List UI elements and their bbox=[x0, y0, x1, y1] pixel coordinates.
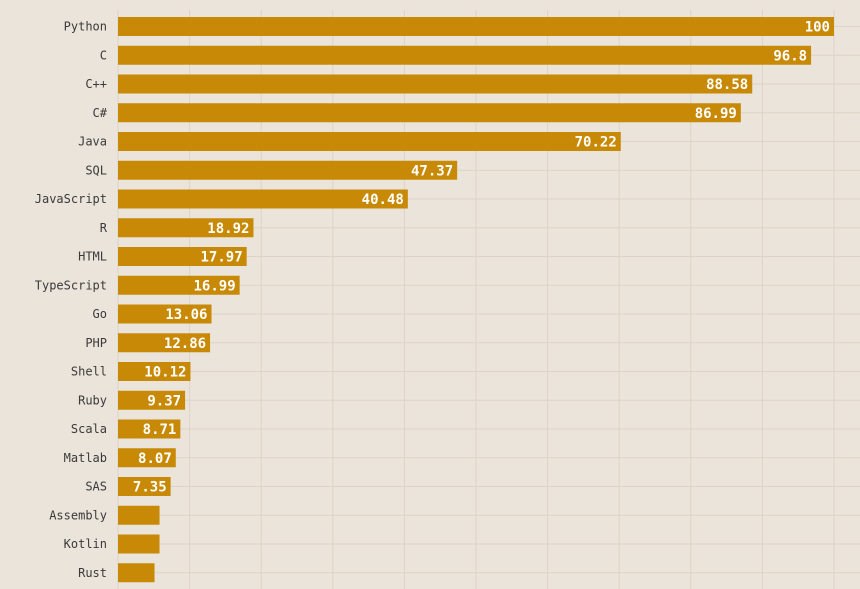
value-label: 18.92 bbox=[207, 221, 249, 237]
category-label: TypeScript bbox=[35, 278, 107, 292]
category-label: SAS bbox=[85, 480, 107, 494]
category-label: Shell bbox=[71, 365, 107, 379]
bar-html bbox=[118, 247, 247, 266]
category-label: C bbox=[100, 48, 107, 62]
value-label: 70.22 bbox=[575, 135, 617, 151]
value-labels: 100 96.8 88.58 86.99 70.22 47.37 40.48 18.92 17.… bbox=[133, 20, 830, 496]
value-label: 88.58 bbox=[706, 77, 748, 93]
bar-c- bbox=[118, 103, 741, 123]
value-label: 8.71 bbox=[143, 422, 177, 438]
category-label: Kotlin bbox=[64, 537, 107, 551]
category-label: Assembly bbox=[49, 508, 107, 522]
bar-assembly bbox=[118, 505, 160, 525]
category-label: C++ bbox=[85, 77, 107, 91]
category-labels: Python C C++ C# Java SQL JavaScript R HTML TypeSc… bbox=[35, 20, 108, 580]
bar-go bbox=[118, 304, 212, 324]
bar-scala bbox=[118, 419, 181, 439]
value-label: 47.37 bbox=[411, 163, 453, 179]
value-label: 16.99 bbox=[193, 278, 235, 294]
value-label: 17.97 bbox=[201, 250, 243, 266]
bar-java bbox=[118, 132, 621, 151]
bar-sas bbox=[118, 477, 171, 496]
bar-shell bbox=[118, 362, 191, 381]
category-label: Ruby bbox=[78, 393, 107, 407]
category-label: SQL bbox=[85, 163, 107, 177]
category-label: Java bbox=[78, 135, 107, 149]
bar-python bbox=[118, 17, 834, 36]
bar-typescript bbox=[118, 275, 240, 295]
bar-c- bbox=[118, 74, 753, 94]
category-label: Go bbox=[93, 307, 107, 321]
bar-ruby bbox=[118, 390, 186, 410]
value-label: 9.37 bbox=[147, 393, 181, 409]
category-label: JavaScript bbox=[35, 192, 107, 206]
category-label: Matlab bbox=[64, 451, 107, 465]
category-label: R bbox=[100, 221, 108, 235]
bar-javascript bbox=[118, 189, 408, 209]
bar-php bbox=[118, 333, 211, 353]
bar-matlab bbox=[118, 448, 176, 468]
bar-sql bbox=[118, 160, 458, 180]
bar-c bbox=[118, 45, 812, 65]
value-label: 86.99 bbox=[695, 106, 737, 122]
category-label: Rust bbox=[78, 566, 107, 580]
value-label: 96.8 bbox=[773, 48, 807, 64]
value-label: 40.48 bbox=[362, 192, 404, 208]
bars bbox=[118, 17, 834, 583]
gridlines bbox=[117, 10, 860, 589]
value-label: 12.86 bbox=[164, 336, 206, 352]
category-label: Scala bbox=[71, 422, 107, 436]
category-label: HTML bbox=[78, 250, 107, 264]
value-label: 13.06 bbox=[165, 307, 207, 323]
category-label: Python bbox=[64, 20, 107, 34]
value-label: 7.35 bbox=[133, 480, 167, 496]
value-label: 10.12 bbox=[144, 365, 186, 381]
value-label: 100 bbox=[805, 20, 830, 36]
category-label: PHP bbox=[85, 336, 107, 350]
value-label: 8.07 bbox=[138, 451, 172, 467]
bar-r bbox=[118, 218, 254, 238]
bar-rust bbox=[118, 563, 155, 583]
bar-kotlin bbox=[118, 534, 160, 554]
category-label: C# bbox=[93, 106, 108, 120]
